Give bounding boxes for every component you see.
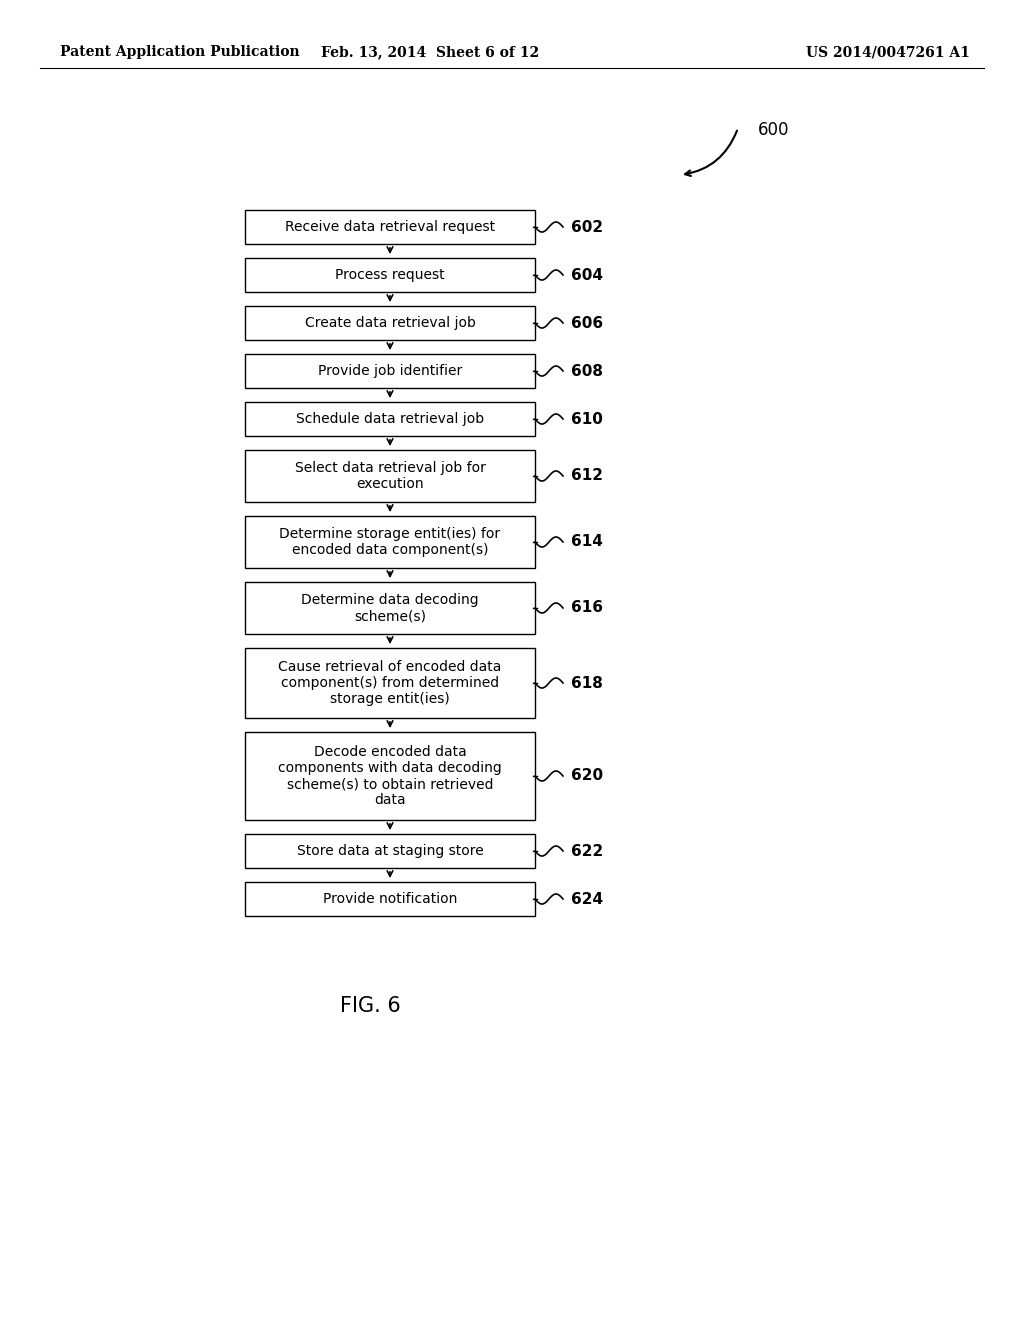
Text: 622: 622 bbox=[571, 843, 603, 858]
Bar bbox=[245, 354, 535, 388]
Text: Patent Application Publication: Patent Application Publication bbox=[60, 45, 300, 59]
Text: 604: 604 bbox=[571, 268, 603, 282]
Text: 606: 606 bbox=[571, 315, 603, 330]
Text: 616: 616 bbox=[571, 601, 603, 615]
Text: 610: 610 bbox=[571, 412, 603, 426]
Text: 612: 612 bbox=[571, 469, 603, 483]
Text: Decode encoded data
components with data decoding
scheme(s) to obtain retrieved
: Decode encoded data components with data… bbox=[279, 744, 502, 808]
Bar bbox=[245, 257, 535, 292]
Bar bbox=[245, 582, 535, 634]
Bar bbox=[245, 210, 535, 244]
Text: Feb. 13, 2014  Sheet 6 of 12: Feb. 13, 2014 Sheet 6 of 12 bbox=[321, 45, 539, 59]
Bar bbox=[245, 403, 535, 436]
Text: Provide job identifier: Provide job identifier bbox=[317, 364, 462, 378]
Text: Select data retrieval job for
execution: Select data retrieval job for execution bbox=[295, 461, 485, 491]
Bar bbox=[245, 306, 535, 341]
Text: Schedule data retrieval job: Schedule data retrieval job bbox=[296, 412, 484, 426]
Text: 618: 618 bbox=[571, 676, 603, 690]
Text: Provide notification: Provide notification bbox=[323, 892, 457, 906]
Text: 600: 600 bbox=[758, 121, 790, 139]
Bar bbox=[245, 882, 535, 916]
Text: 602: 602 bbox=[571, 219, 603, 235]
Text: Receive data retrieval request: Receive data retrieval request bbox=[285, 220, 495, 234]
Bar bbox=[245, 450, 535, 502]
Text: Store data at staging store: Store data at staging store bbox=[297, 843, 483, 858]
Text: Determine data decoding
scheme(s): Determine data decoding scheme(s) bbox=[301, 593, 479, 623]
Text: US 2014/0047261 A1: US 2014/0047261 A1 bbox=[806, 45, 970, 59]
Bar bbox=[245, 516, 535, 568]
Bar bbox=[245, 648, 535, 718]
Text: 614: 614 bbox=[571, 535, 603, 549]
Text: 608: 608 bbox=[571, 363, 603, 379]
Text: 624: 624 bbox=[571, 891, 603, 907]
Bar bbox=[245, 834, 535, 869]
Text: Process request: Process request bbox=[335, 268, 444, 282]
Text: Cause retrieval of encoded data
component(s) from determined
storage entit(ies): Cause retrieval of encoded data componen… bbox=[279, 660, 502, 706]
Bar bbox=[245, 733, 535, 820]
Text: Create data retrieval job: Create data retrieval job bbox=[304, 315, 475, 330]
Text: Determine storage entit(ies) for
encoded data component(s): Determine storage entit(ies) for encoded… bbox=[280, 527, 501, 557]
Text: 620: 620 bbox=[571, 768, 603, 784]
Text: FIG. 6: FIG. 6 bbox=[340, 997, 400, 1016]
